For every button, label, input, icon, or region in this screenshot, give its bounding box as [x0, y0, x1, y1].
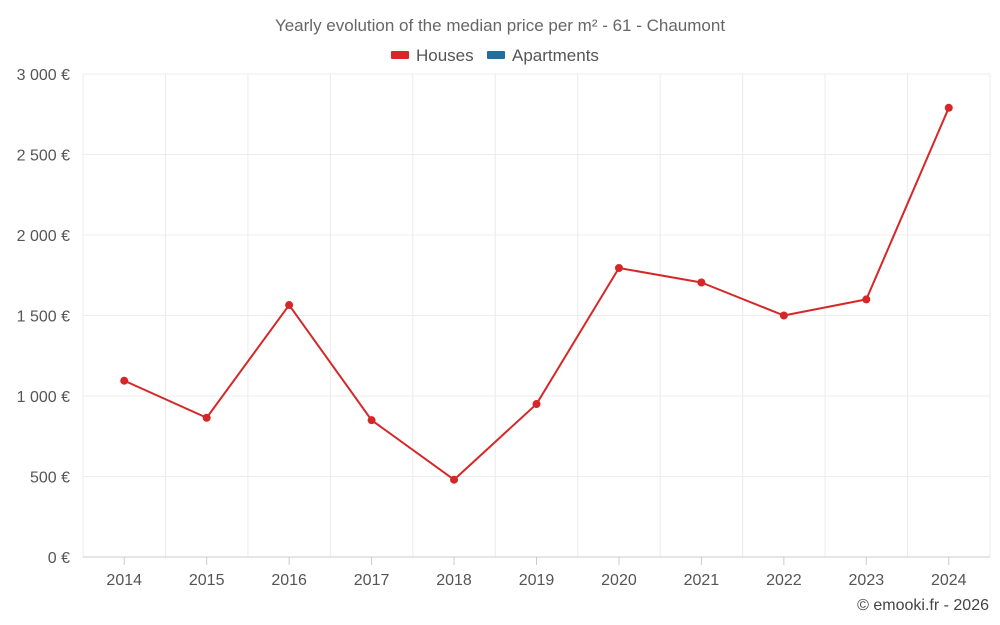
- x-tick-label: 2017: [354, 572, 390, 589]
- legend-item-houses[interactable]: Houses: [391, 46, 474, 65]
- grid: [82, 73, 991, 557]
- chart-title: Yearly evolution of the median price per…: [275, 16, 725, 35]
- data-point-houses[interactable]: [697, 278, 706, 287]
- legend-item-apartments[interactable]: Apartments: [487, 46, 599, 65]
- legend-label-houses: Houses: [416, 46, 474, 65]
- y-tick-label: 500 €: [30, 470, 70, 487]
- x-tick-label: 2024: [931, 572, 967, 589]
- data-point-houses[interactable]: [862, 295, 871, 304]
- data-point-houses[interactable]: [285, 301, 294, 310]
- x-tick-label: 2022: [766, 572, 802, 589]
- y-tick-label: 0 €: [48, 550, 70, 567]
- data-point-houses[interactable]: [532, 400, 541, 409]
- data-point-houses[interactable]: [779, 311, 788, 320]
- legend-swatch-houses: [391, 51, 409, 59]
- data-point-houses[interactable]: [450, 475, 459, 484]
- legend-swatch-apartments: [487, 51, 505, 59]
- x-tick-label: 2014: [106, 572, 142, 589]
- data-point-houses[interactable]: [944, 103, 953, 112]
- credit-text: © emooki.fr - 2026: [857, 597, 989, 614]
- axes: 0 € 500 € 1 000 € 1 500 € 2 000 € 2 500 € 3 00…: [17, 67, 990, 589]
- x-tick-label: 2021: [684, 572, 720, 589]
- y-tick-label: 2 000 €: [17, 228, 70, 245]
- series: [120, 103, 953, 484]
- x-tick-label: 2018: [436, 572, 472, 589]
- y-tick-label: 2 500 €: [17, 148, 70, 165]
- x-tick-label: 2015: [189, 572, 225, 589]
- y-tick-label: 1 500 €: [17, 309, 70, 326]
- y-tick-label: 3 000 €: [17, 67, 70, 84]
- x-tick-label: 2023: [849, 572, 885, 589]
- data-point-houses[interactable]: [202, 413, 211, 422]
- legend: Houses Apartments: [391, 46, 599, 65]
- legend-label-apartments: Apartments: [512, 46, 599, 65]
- data-point-houses[interactable]: [367, 416, 376, 425]
- x-tick-label: 2016: [271, 572, 307, 589]
- y-tick-label: 1 000 €: [17, 389, 70, 406]
- data-point-houses[interactable]: [614, 264, 623, 273]
- x-tick-label: 2019: [519, 572, 555, 589]
- data-point-houses[interactable]: [120, 376, 129, 385]
- x-tick-label: 2020: [601, 572, 637, 589]
